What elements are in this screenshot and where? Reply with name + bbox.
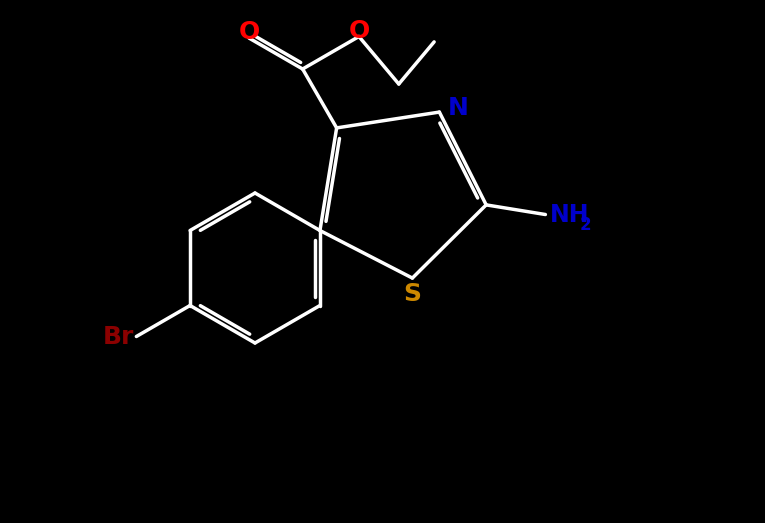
- Text: S: S: [403, 282, 422, 306]
- Text: O: O: [348, 18, 369, 42]
- Text: Br: Br: [103, 324, 135, 348]
- Text: N: N: [448, 96, 468, 120]
- Text: O: O: [239, 20, 259, 44]
- Text: 2: 2: [579, 215, 591, 233]
- Text: NH: NH: [549, 202, 589, 226]
